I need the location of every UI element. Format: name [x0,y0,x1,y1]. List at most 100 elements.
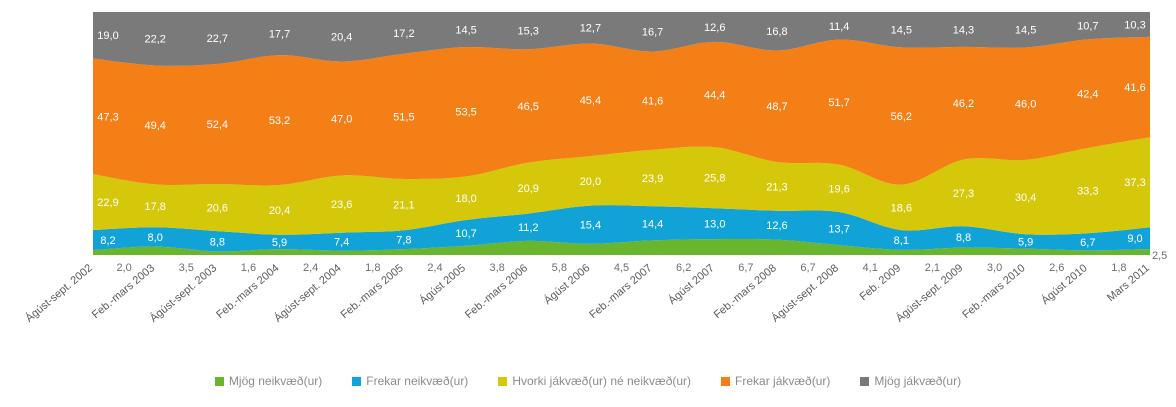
data-label-frekar-neikv-ur: 6,7 [1080,237,1095,249]
data-label-frekar-ja-kv-ur: 44,4 [704,90,725,102]
data-label-frekar-ja-kv-ur: 46,2 [953,98,974,110]
data-label-mjo-g-neikv-ur: 2,1 [925,262,940,274]
legend-label: Frekar neikvæð(ur) [366,374,469,388]
data-label-mjo-g-neikv-ur: 6,7 [800,262,815,274]
data-label-mjo-g-ja-kv-ur: 15,3 [518,26,539,38]
data-label-mjo-g-ja-kv-ur: 10,3 [1124,19,1145,31]
legend-swatch [721,376,731,386]
data-label-hvorki-ja-kv-ur-ne-neikv-ur: 20,4 [269,205,290,217]
data-label-frekar-ja-kv-ur: 51,7 [828,97,849,109]
data-label-mjo-g-ja-kv-ur: 16,8 [766,26,787,38]
legend-item-mjo-g-ja-kv-ur: Mjög jákvæð(ur) [860,374,961,388]
data-label-mjo-g-neikv-ur: 5,8 [552,262,567,274]
data-label-mjo-g-neikv-ur: 6,7 [738,262,753,274]
area-mjo-g-ja-kv-ur [93,12,1150,66]
data-label-mjo-g-neikv-ur: 3,5 [179,262,194,274]
data-label-frekar-ja-kv-ur: 46,0 [1015,99,1036,111]
legend-item-hvorki-ja-kv-ur-ne-neikv-ur: Hvorki jákvæð(ur) né neikvæð(ur) [498,374,691,388]
data-label-mjo-g-neikv-ur: 1,8 [365,262,380,274]
area-mjo-g-neikv-ur [93,238,1150,255]
data-label-mjo-g-ja-kv-ur: 17,7 [269,29,290,41]
data-label-hvorki-ja-kv-ur-ne-neikv-ur: 17,8 [144,201,165,213]
data-label-mjo-g-neikv-ur: 3,0 [987,262,1002,274]
data-label-frekar-ja-kv-ur: 41,6 [642,96,663,108]
data-label-frekar-ja-kv-ur: 48,7 [766,101,787,113]
data-label-hvorki-ja-kv-ur-ne-neikv-ur: 37,3 [1124,177,1145,189]
data-label-mjo-g-neikv-ur: 4,1 [863,262,878,274]
data-label-mjo-g-ja-kv-ur: 10,7 [1077,21,1098,33]
data-label-hvorki-ja-kv-ur-ne-neikv-ur: 21,3 [766,181,787,193]
data-label-mjo-g-neikv-ur: 2,4 [303,262,318,274]
data-label-mjo-g-ja-kv-ur: 17,2 [393,28,414,40]
data-label-frekar-ja-kv-ur: 56,2 [891,111,912,123]
data-label-mjo-g-ja-kv-ur: 14,5 [455,25,476,37]
area-frekar-neikv-ur [93,205,1150,252]
data-label-mjo-g-ja-kv-ur: 12,7 [580,23,601,35]
data-label-mjo-g-ja-kv-ur: 22,2 [144,34,165,46]
data-label-frekar-ja-kv-ur: 49,4 [144,120,165,132]
data-label-frekar-ja-kv-ur: 53,2 [269,115,290,127]
data-label-frekar-neikv-ur: 7,8 [396,235,411,247]
legend-label: Mjög neikvæð(ur) [228,374,323,388]
data-label-hvorki-ja-kv-ur-ne-neikv-ur: 27,3 [953,188,974,200]
data-label-mjo-g-neikv-ur: 1,8 [1111,262,1126,274]
data-label-hvorki-ja-kv-ur-ne-neikv-ur: 20,6 [207,203,228,215]
data-label-mjo-g-ja-kv-ur: 14,5 [891,25,912,37]
data-label-mjo-g-ja-kv-ur: 22,7 [207,33,228,45]
data-label-frekar-neikv-ur: 7,4 [334,237,349,249]
data-label-frekar-ja-kv-ur: 51,5 [393,111,414,123]
data-label-hvorki-ja-kv-ur-ne-neikv-ur: 33,3 [1077,186,1098,198]
data-label-frekar-ja-kv-ur: 41,6 [1124,82,1145,94]
legend-swatch [498,376,508,386]
data-label-hvorki-ja-kv-ur-ne-neikv-ur: 21,1 [393,200,414,212]
legend-item-frekar-neikv-ur: Frekar neikvæð(ur) [352,374,468,388]
data-label-hvorki-ja-kv-ur-ne-neikv-ur: 25,8 [704,173,725,185]
data-label-hvorki-ja-kv-ur-ne-neikv-ur: 20,0 [580,176,601,188]
data-label-frekar-neikv-ur: 5,9 [272,237,287,249]
data-label-frekar-neikv-ur: 8,8 [210,236,225,248]
data-label-mjo-g-neikv-ur: 2,6 [1049,262,1064,274]
data-label-hvorki-ja-kv-ur-ne-neikv-ur: 18,6 [891,202,912,214]
data-label-frekar-ja-kv-ur: 42,4 [1077,89,1098,101]
legend-swatch [214,376,224,386]
data-label-frekar-neikv-ur: 14,4 [642,218,663,230]
legend-swatch [352,376,362,386]
data-label-mjo-g-neikv-ur: 2,0 [116,262,131,274]
data-label-mjo-g-neikv-ur: 2,4 [427,262,442,274]
data-label-mjo-g-ja-kv-ur: 16,7 [642,27,663,39]
data-label-mjo-g-neikv-ur: 1,6 [241,262,256,274]
data-label-hvorki-ja-kv-ur-ne-neikv-ur: 20,9 [518,183,539,195]
data-label-frekar-neikv-ur: 13,0 [704,219,725,231]
data-label-mjo-g-ja-kv-ur: 14,3 [953,24,974,36]
data-label-frekar-neikv-ur: 5,9 [1018,236,1033,248]
data-label-hvorki-ja-kv-ur-ne-neikv-ur: 30,4 [1015,192,1036,204]
data-label-mjo-g-neikv-ur: 3,8 [489,262,504,274]
data-label-frekar-ja-kv-ur: 45,4 [580,95,601,107]
chart-legend: Mjög neikvæð(ur) Frekar neikvæð(ur) Hvorki… [0,374,1176,388]
data-label-mjo-g-ja-kv-ur: 12,6 [704,22,725,34]
legend-item-mjo-g-neikv-ur: Mjög neikvæð(ur) [214,374,323,388]
data-label-frekar-neikv-ur: 11,2 [518,222,539,234]
data-label-hvorki-ja-kv-ur-ne-neikv-ur: 18,0 [455,193,476,205]
data-label-mjo-g-neikv-ur: 6,2 [676,262,691,274]
data-label-frekar-ja-kv-ur: 46,5 [518,101,539,113]
data-label-hvorki-ja-kv-ur-ne-neikv-ur: 22,9 [97,197,118,209]
data-label-hvorki-ja-kv-ur-ne-neikv-ur: 23,9 [642,173,663,185]
data-label-frekar-neikv-ur: 8,8 [956,232,971,244]
data-label-frekar-neikv-ur: 15,4 [580,220,601,232]
legend-label: Hvorki jákvæð(ur) né neikvæð(ur) [512,374,692,388]
data-label-frekar-neikv-ur: 13,7 [828,224,849,236]
legend-label: Mjög jákvæð(ur) [874,374,962,388]
data-label-frekar-neikv-ur: 8,0 [148,232,163,244]
data-label-hvorki-ja-kv-ur-ne-neikv-ur: 23,6 [331,199,352,211]
data-label-frekar-ja-kv-ur: 47,0 [331,113,352,125]
area-frekar-ja-kv-ur [93,36,1150,186]
data-label-frekar-ja-kv-ur: 53,5 [455,107,476,119]
data-label-hvorki-ja-kv-ur-ne-neikv-ur: 19,6 [828,183,849,195]
data-label-frekar-neikv-ur: 8,2 [100,235,115,247]
data-label-mjo-g-neikv-ur: 4,5 [614,262,629,274]
data-label-frekar-neikv-ur: 8,1 [894,235,909,247]
data-label-mjo-g-ja-kv-ur: 20,4 [331,32,352,44]
